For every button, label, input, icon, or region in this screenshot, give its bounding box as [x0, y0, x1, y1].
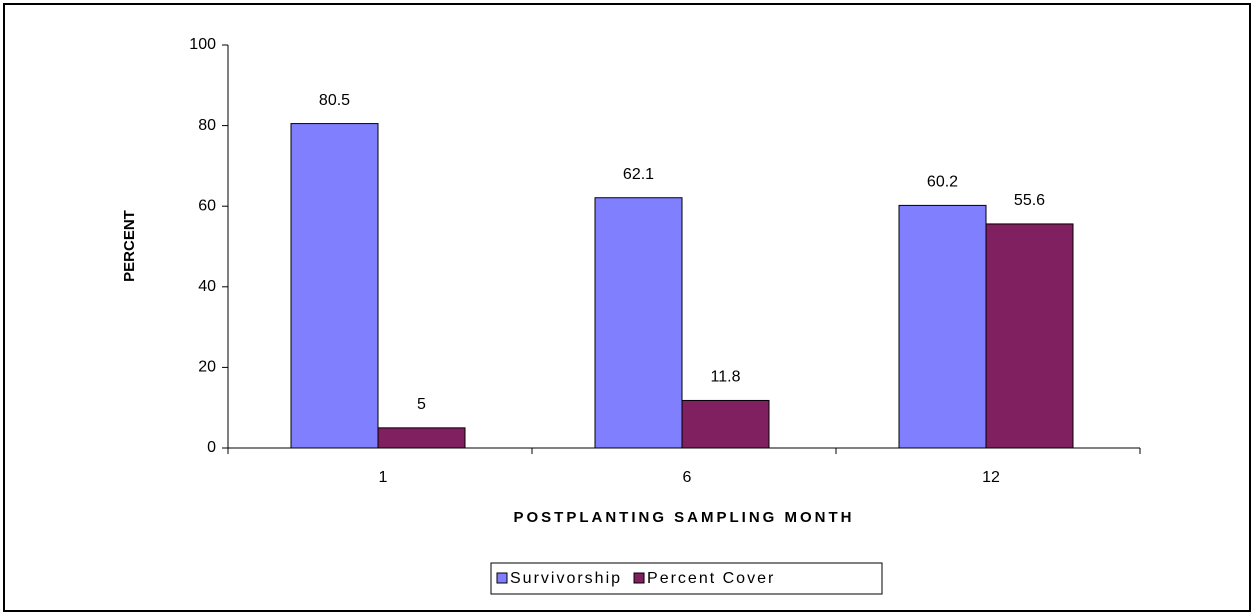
bar	[898, 204, 987, 449]
x-tick-label: 6	[683, 469, 692, 486]
data-label: 5	[417, 396, 426, 413]
bar	[377, 427, 466, 449]
bar	[290, 123, 379, 449]
x-axis-label: POSTPLANTING SAMPLING MONTH	[514, 509, 855, 526]
data-label: 11.8	[711, 369, 741, 386]
data-label: 60.2	[927, 174, 958, 191]
legend-box	[490, 562, 883, 595]
y-tick-label: 20	[198, 359, 216, 376]
data-label: 55.6	[1014, 192, 1045, 209]
y-tick-label: 80	[198, 117, 216, 134]
y-tick-label: 60	[198, 197, 216, 214]
y-tick-label: 40	[198, 278, 216, 295]
bar	[681, 399, 770, 449]
legend-swatch	[496, 572, 508, 584]
data-label: 62.1	[623, 166, 654, 183]
x-tick-label: 1	[379, 469, 388, 486]
y-tick-label: 100	[189, 36, 216, 53]
y-tick-label: 0	[207, 439, 216, 456]
x-tick-label: 12	[982, 469, 1000, 486]
y-axis-label: PERCENT	[121, 210, 138, 282]
bar	[985, 223, 1074, 449]
data-label: 80.5	[319, 92, 350, 109]
legend-swatch	[633, 572, 645, 584]
bar	[594, 197, 683, 449]
legend-label: Percent Cover	[647, 570, 775, 587]
legend-label: Survivorship	[510, 570, 622, 587]
